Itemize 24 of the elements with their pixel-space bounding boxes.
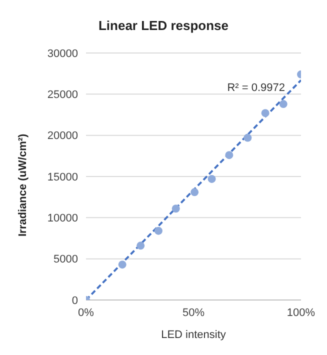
- x-tick-label: 50%: [182, 306, 205, 319]
- point: [172, 204, 180, 213]
- point: [154, 226, 162, 235]
- y-tick-label: 20000: [47, 130, 78, 142]
- point: [118, 260, 126, 269]
- point: [244, 134, 252, 142]
- y-axis-title: Irradiance (uW/cm²): [16, 133, 29, 236]
- y-tick-label: 10000: [47, 212, 78, 225]
- chart-title: Linear LED response: [97, 17, 230, 35]
- x-tick-label: 0%: [78, 306, 94, 319]
- point: [279, 100, 288, 108]
- annotation: R² = 0.9972: [227, 82, 285, 94]
- y-tick-label: 25000: [47, 89, 78, 102]
- point: [190, 188, 199, 196]
- point: [136, 242, 145, 250]
- point: [208, 174, 216, 183]
- x-tick-label: 100%: [286, 306, 316, 319]
- y-tick-label: 0: [72, 294, 78, 307]
- point: [261, 109, 270, 118]
- point: [225, 151, 234, 160]
- y-tick-label: 30000: [47, 48, 78, 60]
- y-tick-label: 15000: [47, 171, 78, 184]
- x-axis-title: LED intensity: [161, 329, 226, 341]
- y-tick-label: 5000: [54, 254, 78, 266]
